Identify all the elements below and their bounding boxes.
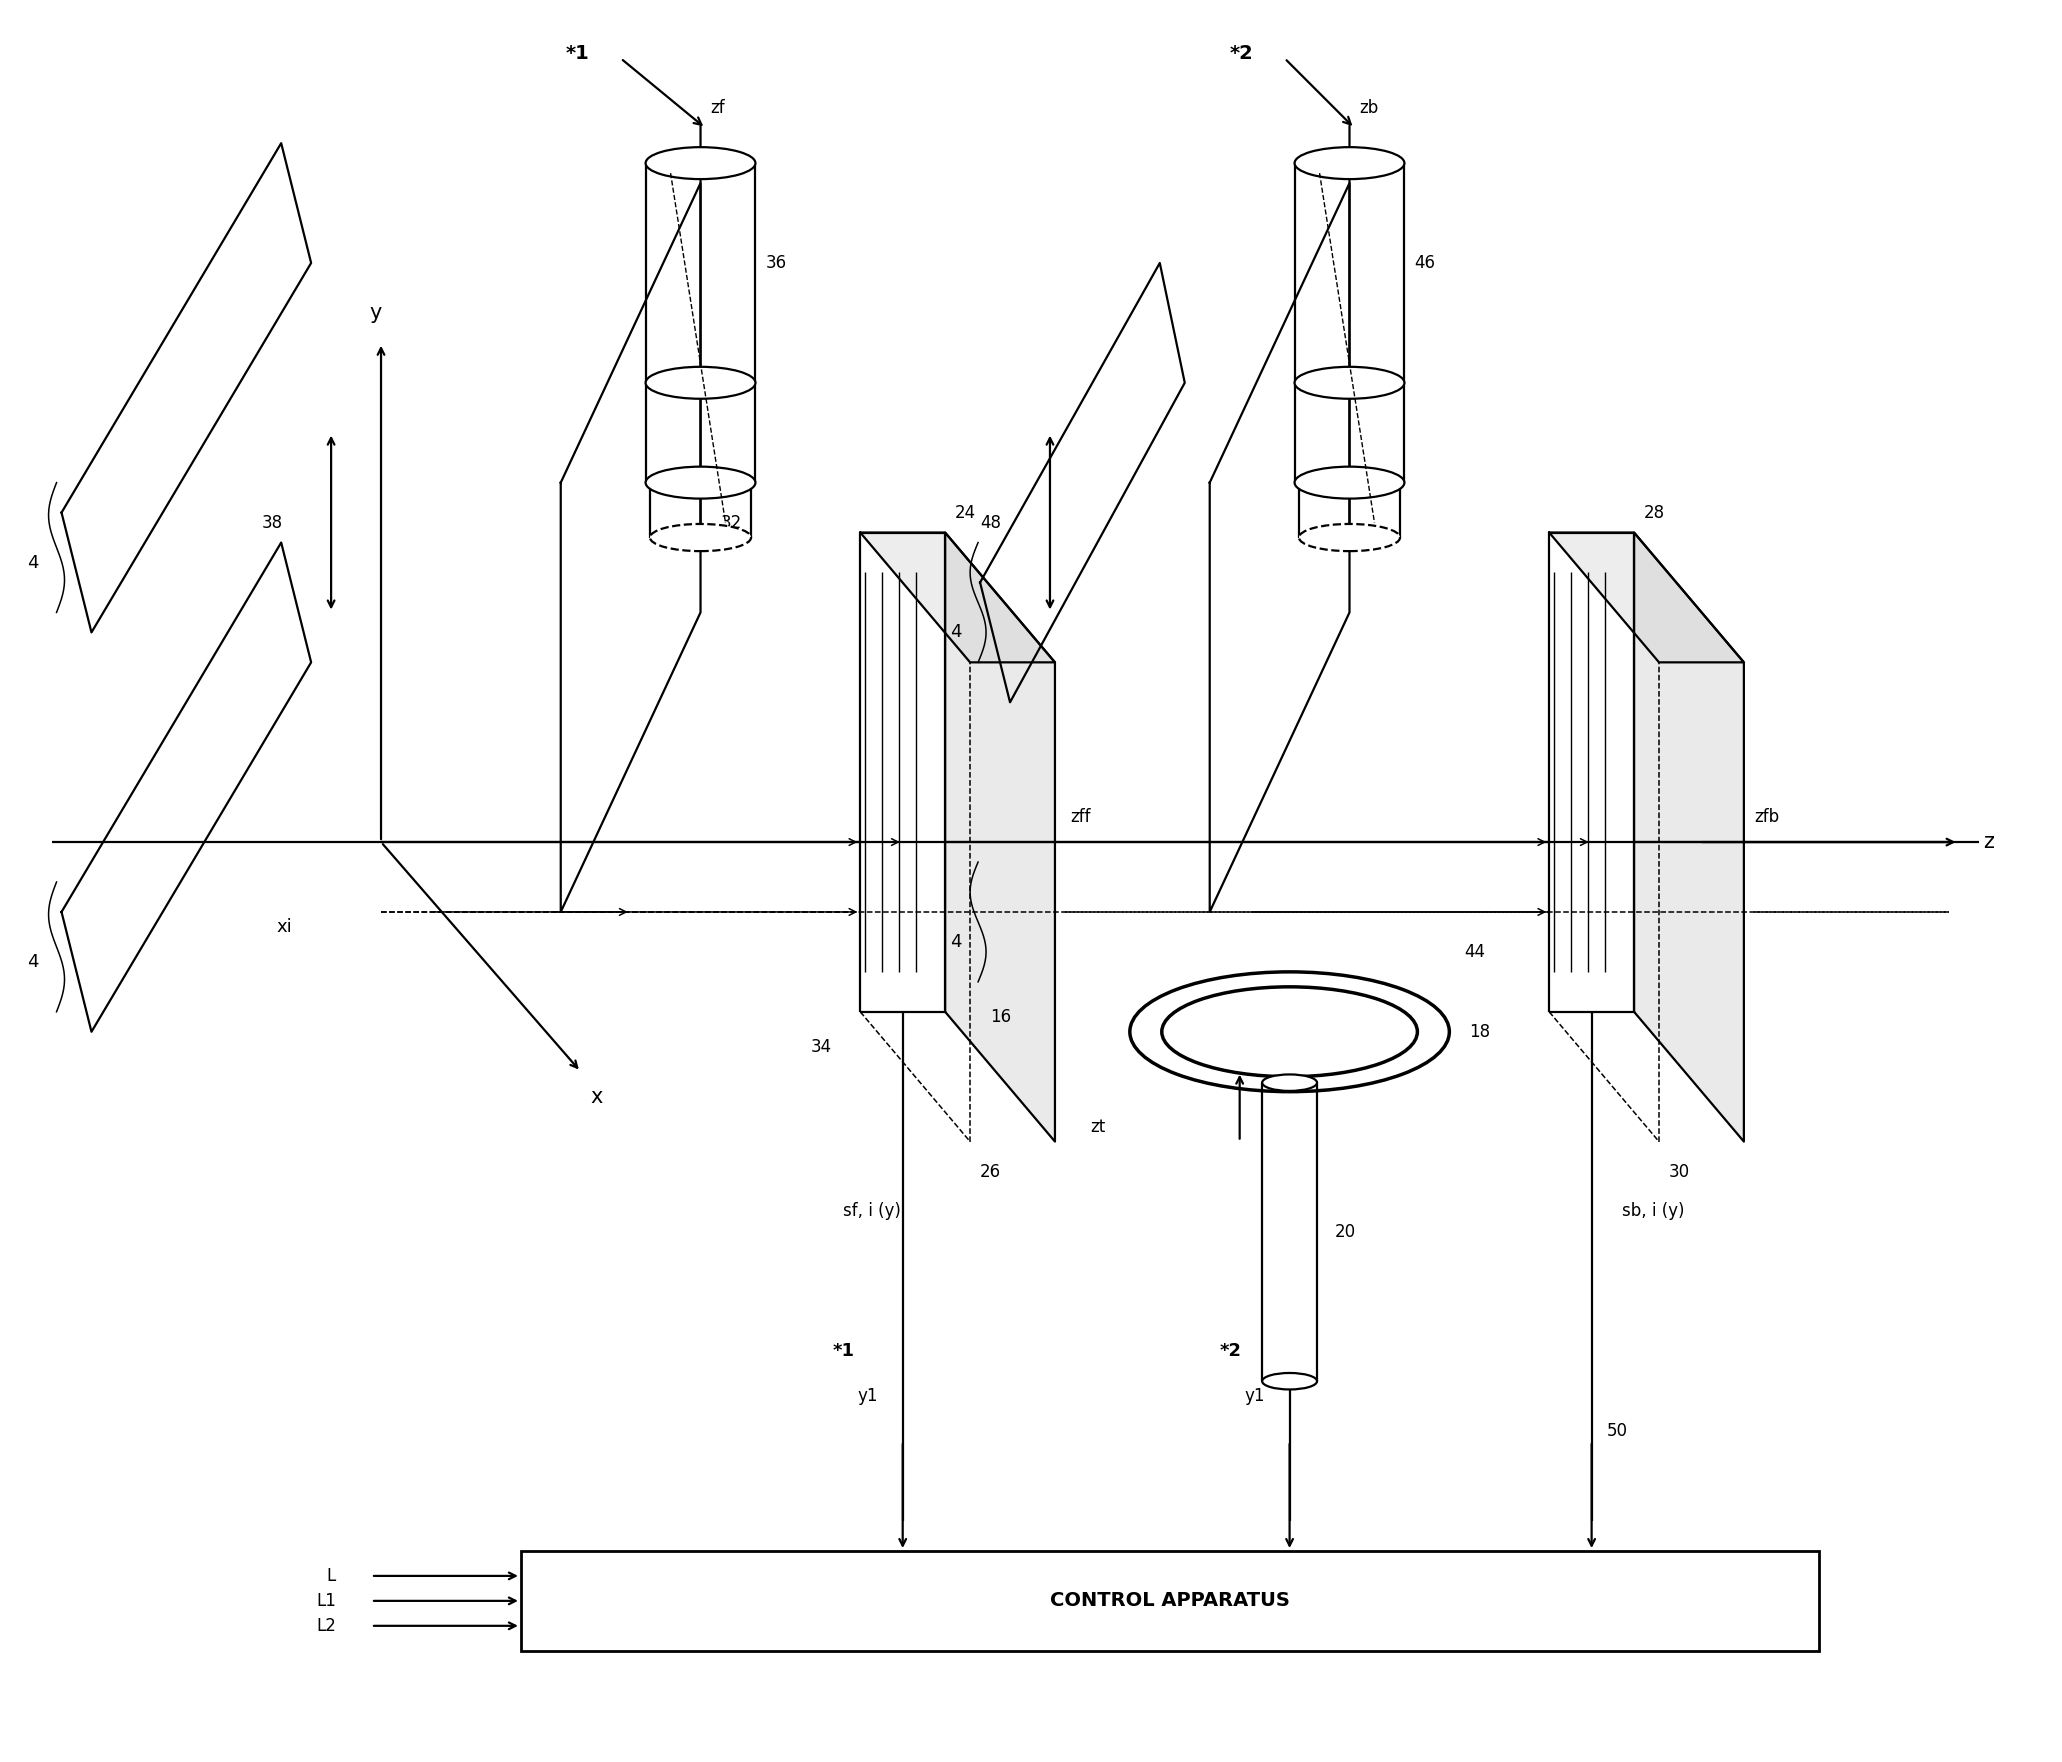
Ellipse shape [1295, 148, 1404, 180]
Text: 38: 38 [262, 513, 282, 532]
Text: 16: 16 [990, 1008, 1010, 1025]
Text: 32: 32 [720, 513, 742, 532]
Ellipse shape [645, 148, 755, 180]
Text: 26: 26 [979, 1163, 1002, 1181]
Text: 22: 22 [1346, 1029, 1369, 1047]
Ellipse shape [1299, 523, 1400, 552]
Ellipse shape [1161, 987, 1417, 1077]
Text: *2: *2 [1221, 1343, 1241, 1360]
Text: 24: 24 [955, 504, 975, 522]
Text: CONTROL APPARATUS: CONTROL APPARATUS [1050, 1591, 1289, 1610]
Text: sb, i (y): sb, i (y) [1621, 1202, 1685, 1221]
Ellipse shape [1165, 990, 1412, 1073]
Text: zf: zf [711, 99, 726, 118]
Text: 42: 42 [1340, 483, 1361, 502]
Text: L2: L2 [315, 1618, 336, 1635]
Ellipse shape [650, 523, 751, 552]
Ellipse shape [1262, 1373, 1318, 1390]
Text: xi: xi [276, 918, 293, 936]
Text: 4: 4 [27, 553, 37, 571]
Text: 20: 20 [1334, 1223, 1355, 1240]
Text: L1: L1 [315, 1591, 336, 1610]
Text: *1: *1 [565, 44, 590, 63]
Text: 4: 4 [27, 953, 37, 971]
Text: 32: 32 [691, 483, 711, 502]
Text: L: L [328, 1566, 336, 1584]
Ellipse shape [1295, 366, 1404, 398]
Text: 44: 44 [1464, 943, 1485, 960]
Text: *1: *1 [833, 1343, 856, 1360]
Text: zfb: zfb [1755, 809, 1780, 826]
Ellipse shape [645, 366, 755, 398]
Polygon shape [944, 532, 1056, 1142]
Text: x: x [590, 1087, 602, 1107]
Ellipse shape [1295, 467, 1404, 499]
Text: y: y [369, 303, 381, 322]
Text: *2: *2 [1229, 44, 1254, 63]
Text: 48: 48 [979, 513, 1000, 532]
Text: zb: zb [1359, 99, 1379, 118]
Text: y1: y1 [1245, 1387, 1266, 1404]
Text: 30: 30 [1668, 1163, 1691, 1181]
Text: 4: 4 [951, 624, 961, 641]
Polygon shape [1633, 532, 1744, 1142]
Text: z: z [1984, 832, 1994, 853]
Text: zff: zff [1070, 809, 1091, 826]
Text: 46: 46 [1415, 254, 1435, 271]
Text: 36: 36 [765, 254, 786, 271]
Text: 28: 28 [1643, 504, 1666, 522]
Text: 50: 50 [1606, 1422, 1627, 1440]
Text: sf, i (y): sf, i (y) [843, 1202, 901, 1221]
Text: 4: 4 [951, 932, 961, 951]
Text: y1: y1 [858, 1387, 878, 1404]
Polygon shape [860, 532, 1056, 663]
Polygon shape [1549, 532, 1744, 663]
Ellipse shape [645, 467, 755, 499]
Text: 34: 34 [810, 1038, 831, 1055]
Ellipse shape [1262, 1075, 1318, 1091]
Text: zt: zt [1091, 1117, 1105, 1136]
Bar [522, 1551, 1819, 1651]
Text: 18: 18 [1470, 1022, 1491, 1041]
